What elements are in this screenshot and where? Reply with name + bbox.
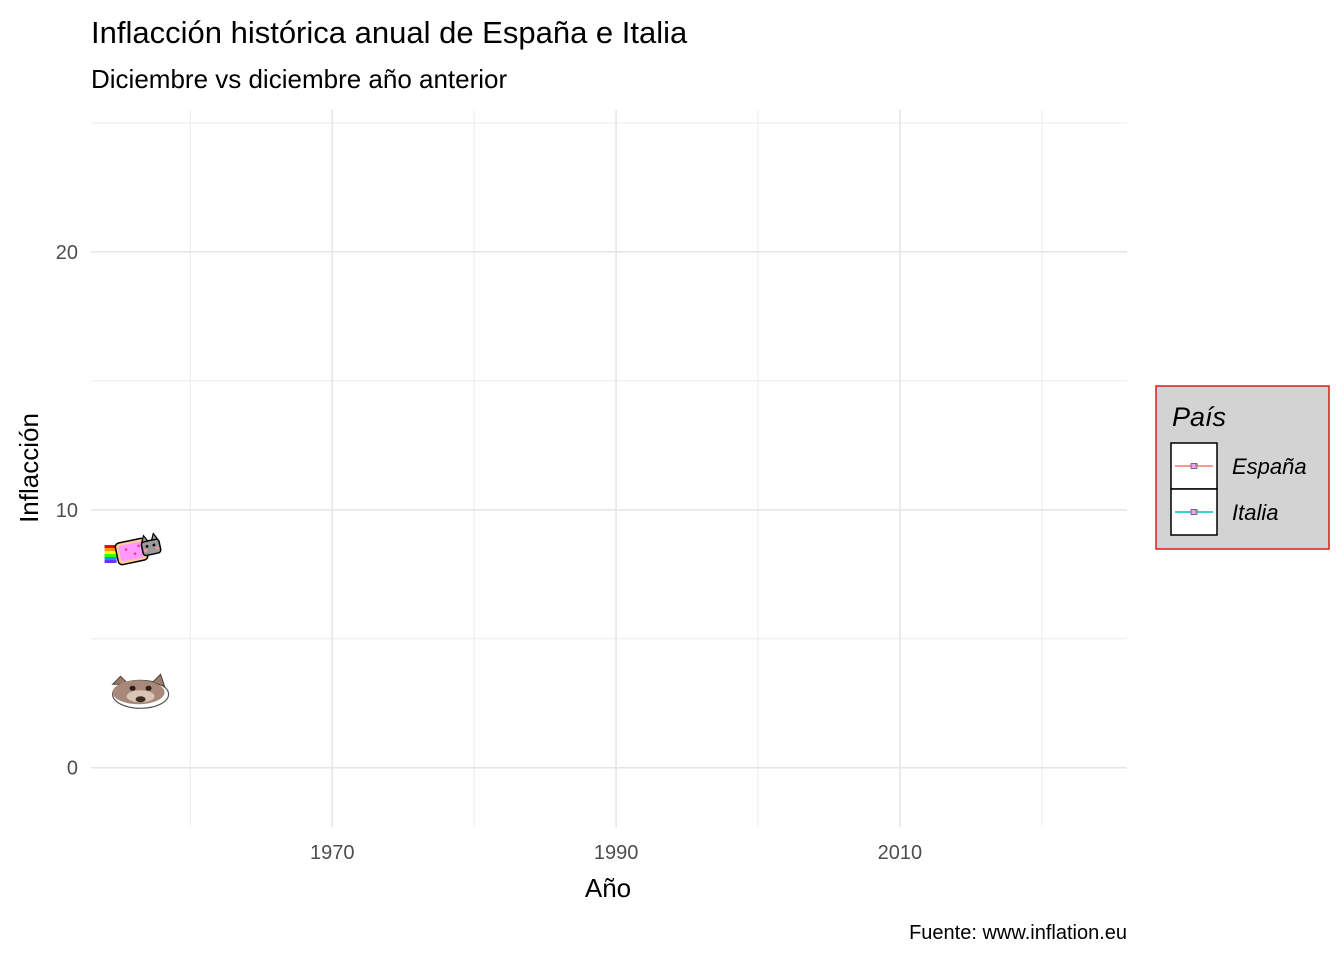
y-axis-ticks: 0 10 20 <box>56 242 78 780</box>
pop-cat-icon <box>111 673 170 709</box>
x-axis-ticks: 1970 1990 2010 <box>310 842 922 864</box>
chart-caption: Fuente: www.inflation.eu <box>909 922 1127 944</box>
x-tick-label: 2010 <box>878 842 923 864</box>
legend-entry-label: España <box>1232 454 1307 479</box>
legend-key-marker-icon <box>1190 463 1199 469</box>
x-axis-label: Año <box>585 873 631 903</box>
y-tick-label: 20 <box>56 242 78 264</box>
legend-title: País <box>1172 402 1226 432</box>
legend-entry-label: Italia <box>1232 500 1278 525</box>
chart-subtitle: Diciembre vs diciembre año anterior <box>91 64 508 94</box>
y-tick-label: 0 <box>67 758 78 780</box>
legend-key-marker-icon <box>1190 509 1199 515</box>
nyan-cat-icon <box>103 532 163 567</box>
y-tick-label: 10 <box>56 500 78 522</box>
chart-title: Inflacción histórica anual de España e I… <box>91 15 688 50</box>
x-tick-label: 1970 <box>310 842 355 864</box>
y-axis-label: Inflacción <box>14 413 44 523</box>
series-markers <box>103 532 170 709</box>
x-tick-label: 1990 <box>594 842 639 864</box>
minor-gridlines <box>91 110 1127 827</box>
legend: País España Italia <box>1155 385 1330 550</box>
major-gridlines <box>91 110 1127 827</box>
